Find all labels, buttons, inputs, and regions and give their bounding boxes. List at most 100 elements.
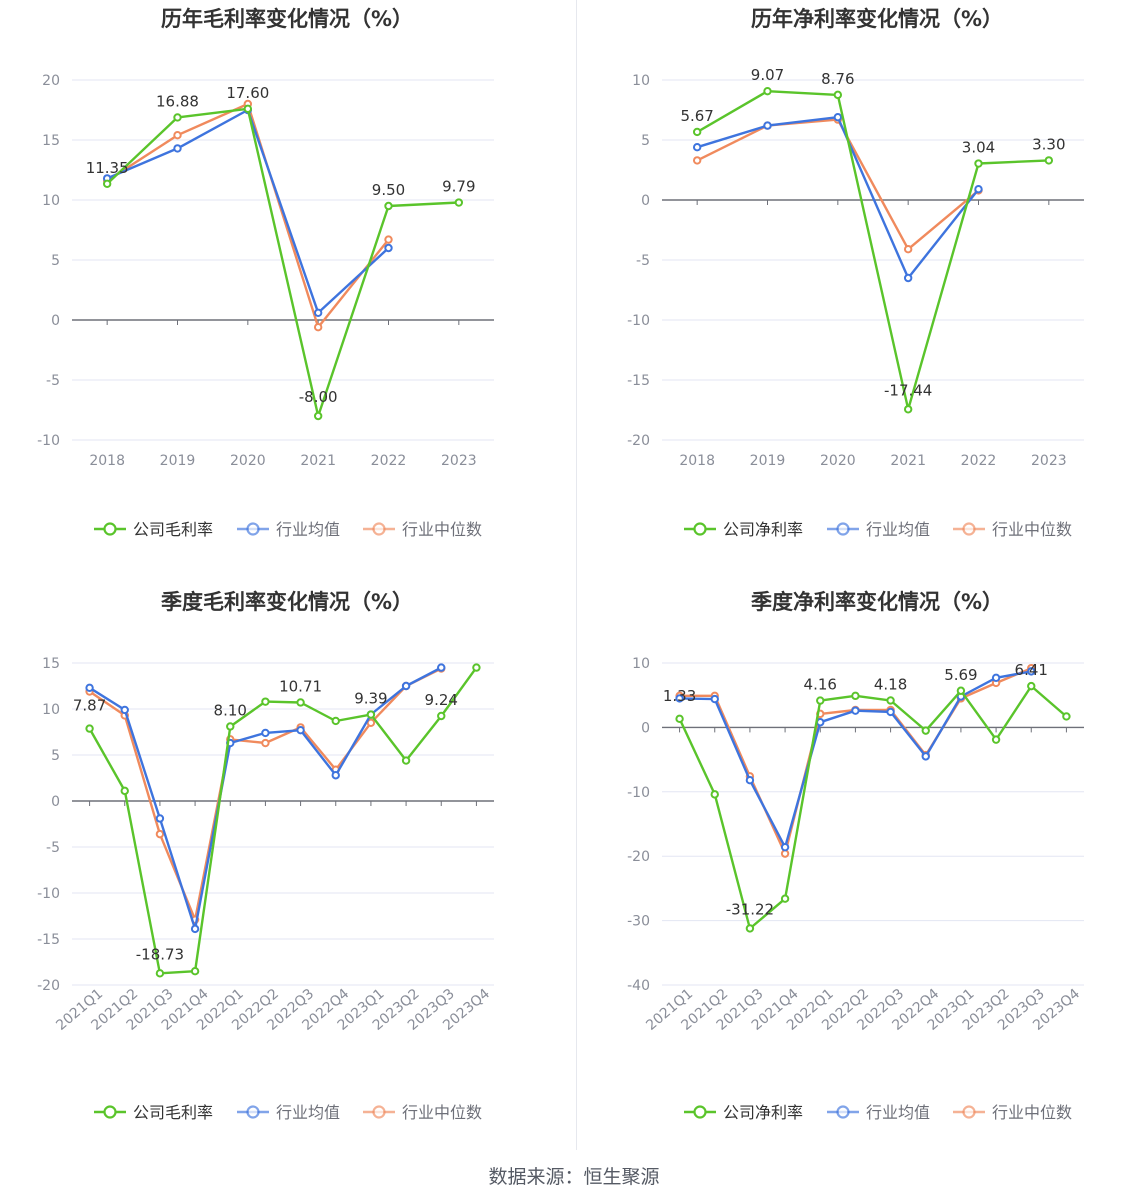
data-label: 3.04	[962, 139, 995, 157]
legend-item-median: 行业中位数	[363, 1103, 482, 1122]
y-tick-label: 5	[51, 253, 60, 269]
y-tick-label: -15	[627, 373, 650, 389]
data-point-company	[296, 698, 305, 707]
y-tick-label: -10	[37, 433, 60, 449]
quarterly-net-margin-svg: 季度净利率变化情况（%）-40-30-20-100102021Q12021Q22…	[627, 590, 1084, 1122]
y-tick-label: -20	[627, 433, 650, 449]
data-point-avg	[173, 144, 182, 153]
data-point-company	[903, 405, 913, 414]
data-point-company	[313, 411, 323, 421]
annual-gross-margin-chart: 历年毛利率变化情况（%） -10 -5 0 5 10 15 20 2018 2019 2020 202…	[0, 0, 574, 575]
data-point-avg	[296, 725, 305, 735]
y-tick-label: -5	[46, 373, 60, 389]
panel-divider	[576, 0, 577, 1150]
x-tick-label: 2018	[89, 453, 125, 469]
data-point-company	[886, 696, 895, 705]
legend-marker	[836, 522, 850, 536]
data-point-avg	[763, 121, 772, 130]
data-label: 8.76	[821, 70, 854, 88]
data-point-avg	[155, 814, 165, 823]
y-tick-label: -5	[46, 840, 60, 856]
data-point-avg	[833, 113, 843, 122]
y-tick-label: 10	[42, 702, 60, 718]
data-point-avg	[384, 243, 393, 253]
data-label: 5.69	[944, 666, 977, 684]
x-tick-label: 2023	[441, 453, 477, 469]
series-line-median	[106, 102, 390, 329]
data-label: 8.10	[214, 701, 247, 719]
legend-label: 行业中位数	[402, 1103, 482, 1122]
y-tick-label: 10	[632, 73, 650, 89]
legend-label: 行业中位数	[992, 520, 1072, 539]
series-line-median	[696, 118, 980, 251]
data-point-company	[243, 104, 253, 114]
data-point-median	[173, 131, 182, 140]
data-point-avg	[851, 706, 860, 715]
data-label: 16.88	[156, 92, 199, 110]
legend-label: 行业中位数	[992, 1103, 1072, 1122]
legend-item-company: 公司毛利率	[94, 1103, 213, 1122]
legend-label: 公司毛利率	[133, 520, 213, 539]
data-label: 5.67	[680, 107, 713, 125]
data-point-company	[454, 198, 464, 207]
data-point-company	[745, 924, 755, 933]
legend-marker	[962, 522, 976, 536]
legend-marker	[962, 1105, 976, 1119]
data-point-company	[173, 113, 182, 122]
data-point-avg	[1027, 667, 1036, 676]
data-point-company	[1027, 681, 1036, 691]
legend-label: 行业中位数	[402, 520, 482, 539]
data-point-company	[991, 735, 1001, 744]
y-tick-label: 0	[51, 313, 60, 329]
legend-marker	[103, 1105, 117, 1119]
legend-marker	[372, 1105, 386, 1119]
x-tick-label: 2018	[679, 453, 715, 469]
y-tick-label: -10	[37, 886, 60, 902]
data-label: 6.41	[1015, 661, 1048, 679]
data-point-avg	[780, 842, 790, 852]
data-point-avg	[313, 308, 323, 317]
data-label: 9.24	[425, 691, 458, 709]
data-point-avg	[401, 681, 411, 691]
data-point-company	[366, 710, 376, 719]
data-label: 4.16	[804, 676, 837, 694]
y-tick-label: 0	[641, 193, 650, 209]
data-point-company	[437, 711, 446, 721]
y-tick-label: 5	[51, 748, 60, 764]
legend-item-company: 公司毛利率	[94, 520, 213, 539]
legend-marker	[836, 1105, 850, 1119]
data-point-median	[155, 829, 165, 839]
x-tick-label: 2021	[300, 453, 336, 469]
data-point-avg	[675, 694, 684, 703]
data-point-avg	[190, 924, 200, 934]
data-point-median	[692, 156, 702, 165]
x-tick-label: 2019	[160, 453, 196, 469]
legend-item-median: 行业中位数	[363, 520, 482, 539]
series-line-company	[678, 684, 1068, 930]
data-point-company	[833, 90, 843, 100]
legend-label: 公司净利率	[723, 520, 803, 539]
data-point-avg	[437, 663, 446, 672]
y-tick-label: 0	[51, 794, 60, 810]
data-label: -8.00	[299, 388, 338, 406]
legend-item-median: 行业中位数	[953, 520, 1072, 539]
quarterly-net-margin-chart: 季度净利率变化情况（%） -40 -30 -20 -10 0 10 2021Q1 2021Q2 2…	[590, 583, 1148, 1158]
data-label: 9.07	[751, 66, 784, 84]
y-tick-label: -5	[636, 253, 650, 269]
data-label: -17.44	[884, 381, 932, 399]
y-tick-label: -10	[627, 313, 650, 329]
y-tick-label: 10	[42, 193, 60, 209]
chart-title: 季度毛利率变化情况（%）	[161, 590, 413, 614]
data-point-avg	[710, 694, 719, 704]
data-label: 7.87	[73, 697, 106, 715]
data-label: 3.30	[1032, 135, 1065, 153]
data-label: 4.18	[874, 675, 907, 693]
legend-item-company: 公司净利率	[684, 1103, 803, 1122]
legend-marker	[693, 522, 707, 536]
series-line-avg	[88, 666, 442, 931]
legend-marker	[372, 522, 386, 536]
y-tick-label: 5	[641, 133, 650, 149]
legend-label: 公司毛利率	[133, 1103, 213, 1122]
series-line-company	[696, 90, 1049, 411]
data-point-company	[921, 726, 930, 735]
